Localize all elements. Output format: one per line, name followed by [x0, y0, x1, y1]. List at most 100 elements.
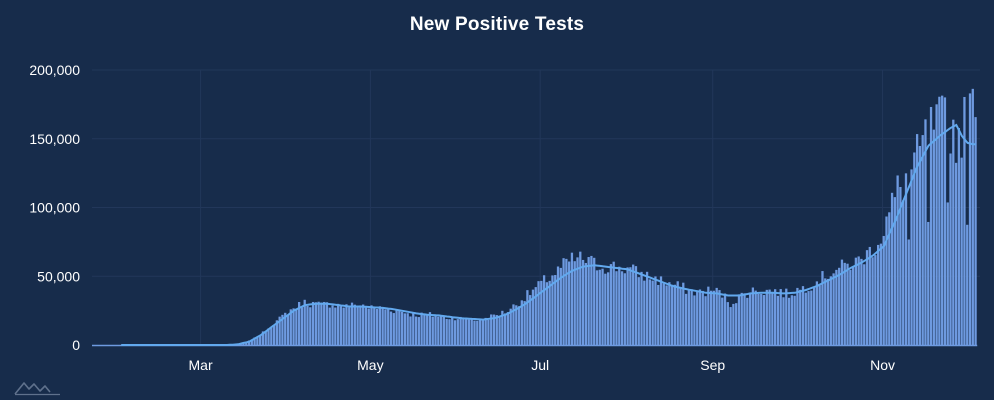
daily-bar — [606, 272, 610, 345]
daily-bar — [790, 295, 793, 345]
daily-bar — [771, 292, 774, 345]
daily-bar — [459, 316, 462, 345]
daily-bar — [245, 342, 248, 345]
daily-bar — [320, 302, 323, 345]
daily-bar — [921, 135, 924, 345]
daily-bar — [439, 315, 443, 345]
chart-title: New Positive Tests — [409, 14, 585, 35]
daily-bar — [774, 289, 777, 345]
daily-bar — [356, 307, 359, 345]
daily-bar — [715, 287, 718, 345]
daily-bar — [576, 257, 579, 345]
daily-bar — [821, 271, 824, 345]
daily-bar — [526, 290, 529, 345]
daily-bar — [946, 202, 949, 345]
daily-bar — [929, 106, 933, 346]
daily-bar — [634, 266, 638, 345]
daily-bar — [698, 289, 702, 345]
daily-bar — [812, 287, 816, 345]
daily-bar — [885, 216, 888, 345]
y-tick-label: 0 — [72, 337, 80, 353]
daily-bar — [367, 308, 370, 345]
daily-bar — [328, 307, 331, 345]
daily-bar — [696, 291, 699, 345]
daily-bar — [971, 88, 974, 345]
daily-bar — [785, 288, 788, 345]
daily-bar — [523, 301, 526, 345]
seven-day-average-line — [121, 123, 976, 346]
daily-bar — [682, 282, 685, 345]
daily-bar — [387, 308, 390, 345]
daily-bar — [910, 169, 913, 345]
daily-bar — [476, 320, 479, 345]
daily-bar — [609, 264, 613, 345]
daily-bar — [487, 319, 490, 345]
daily-bar — [406, 313, 409, 345]
daily-bar — [445, 318, 448, 345]
daily-bar — [735, 303, 738, 345]
daily-bar — [573, 261, 576, 345]
daily-bar — [818, 285, 821, 345]
daily-bar — [835, 269, 838, 345]
daily-bar — [256, 336, 259, 345]
daily-bar — [537, 281, 540, 345]
daily-bar — [448, 319, 451, 345]
daily-bar — [395, 309, 398, 345]
x-tick-label: May — [357, 357, 383, 373]
daily-bar — [375, 308, 379, 345]
daily-bar — [673, 284, 677, 345]
daily-bar — [568, 261, 571, 345]
daily-bar — [434, 315, 437, 345]
daily-bar — [306, 305, 309, 345]
daily-bar — [559, 267, 562, 345]
daily-bar — [325, 302, 329, 345]
daily-bar — [807, 291, 810, 345]
daily-bar — [615, 271, 618, 345]
daily-bar — [423, 314, 426, 345]
daily-bar — [815, 281, 819, 345]
daily-bar — [264, 331, 267, 345]
daily-bar — [565, 258, 568, 345]
daily-bar — [690, 289, 693, 345]
daily-bar — [762, 295, 766, 345]
x-tick-label: Jul — [531, 357, 549, 373]
y-tick-label: 150,000 — [29, 131, 80, 147]
daily-bar — [904, 173, 908, 345]
daily-bar — [743, 293, 746, 345]
daily-bar — [284, 312, 287, 345]
daily-bar — [275, 320, 279, 345]
daily-bar — [810, 290, 813, 345]
daily-bar — [740, 292, 743, 345]
daily-bar — [888, 212, 891, 345]
daily-bar — [540, 280, 543, 345]
daily-bar — [317, 301, 320, 345]
daily-bar — [342, 307, 345, 345]
daily-bar — [598, 269, 601, 345]
daily-bar — [623, 273, 626, 345]
daily-bar — [704, 296, 707, 345]
daily-bar — [378, 306, 382, 345]
daily-bar — [398, 310, 401, 345]
daily-bar — [924, 119, 927, 345]
daily-bar — [490, 314, 493, 345]
daily-bar — [551, 275, 554, 345]
daily-bar — [250, 339, 253, 345]
daily-bar — [278, 316, 281, 345]
daily-bar — [542, 275, 546, 345]
daily-bar — [478, 318, 482, 345]
daily-bar — [498, 315, 501, 345]
daily-bar — [295, 308, 298, 345]
daily-bar — [657, 284, 660, 345]
daily-bar — [384, 309, 387, 345]
daily-bar — [473, 320, 476, 345]
daily-bar — [932, 129, 935, 345]
daily-bar — [373, 307, 376, 345]
y-tick-label: 50,000 — [37, 268, 80, 284]
daily-bar — [409, 316, 412, 345]
daily-bar — [665, 285, 668, 345]
daily-bar — [481, 320, 485, 345]
daily-bar — [902, 200, 905, 345]
daily-bar — [270, 327, 273, 345]
daily-bar — [832, 273, 835, 345]
